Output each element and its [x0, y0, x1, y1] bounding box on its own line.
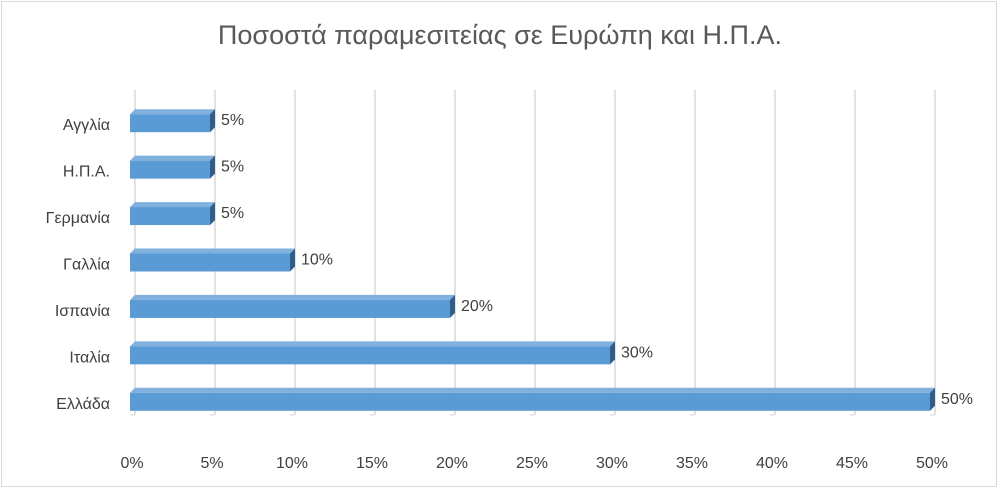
bar-side-face	[210, 155, 215, 179]
bar-side-face	[210, 202, 215, 226]
category-label: Ισπανία	[55, 303, 110, 320]
bar-top-face	[130, 109, 215, 115]
x-tick-label: 50%	[916, 455, 948, 472]
bar	[130, 346, 610, 365]
bar	[130, 160, 210, 179]
x-tick-label: 15%	[356, 455, 388, 472]
x-tick-label: 0%	[120, 455, 143, 472]
bar-side-face	[450, 294, 455, 318]
data-label: 5%	[221, 205, 244, 222]
bar-top-face	[130, 341, 615, 347]
data-label: 5%	[221, 112, 244, 129]
category-label: Ιταλία	[69, 349, 110, 366]
bar-side-face	[210, 109, 215, 133]
x-tick-label: 45%	[836, 455, 868, 472]
bar	[130, 207, 210, 226]
bars	[130, 109, 935, 411]
x-tick-label: 35%	[676, 455, 708, 472]
bar-top-face	[130, 202, 215, 208]
x-tick-label: 20%	[436, 455, 468, 472]
category-label: Ελλάδα	[56, 396, 110, 413]
bar-top-face	[130, 294, 455, 300]
bar-side-face	[290, 248, 295, 272]
category-label: Αγγλία	[63, 117, 110, 134]
bar	[130, 114, 210, 133]
data-label: 30%	[621, 344, 653, 361]
bar-side-face	[610, 341, 615, 365]
bar	[130, 392, 930, 411]
x-tick-label: 5%	[200, 455, 223, 472]
x-tick-label: 30%	[596, 455, 628, 472]
bar	[130, 299, 450, 318]
bar-top-face	[130, 155, 215, 161]
data-label: 10%	[301, 252, 333, 269]
bar	[130, 253, 290, 272]
data-label: 50%	[941, 391, 973, 408]
category-label: Γαλλία	[63, 257, 110, 274]
x-tick-label: 25%	[516, 455, 548, 472]
data-label: 5%	[221, 159, 244, 176]
bar-side-face	[930, 387, 935, 411]
bar-top-face	[130, 387, 935, 393]
category-label: Γερμανία	[46, 210, 110, 227]
category-label: Η.Π.Α.	[63, 164, 110, 181]
bar-top-face	[130, 248, 295, 254]
x-tick-label: 10%	[276, 455, 308, 472]
chart-title: Ποσοστά παραμεσιτείας σε Ευρώπη και Η.Π.…	[217, 20, 783, 50]
x-tick-label: 40%	[756, 455, 788, 472]
labels: 0% 5% 10% 15% 20% 25% 30% 35% 40% 45% 50% Αγγλία 5% Η…	[46, 112, 973, 472]
data-label: 20%	[461, 298, 493, 315]
